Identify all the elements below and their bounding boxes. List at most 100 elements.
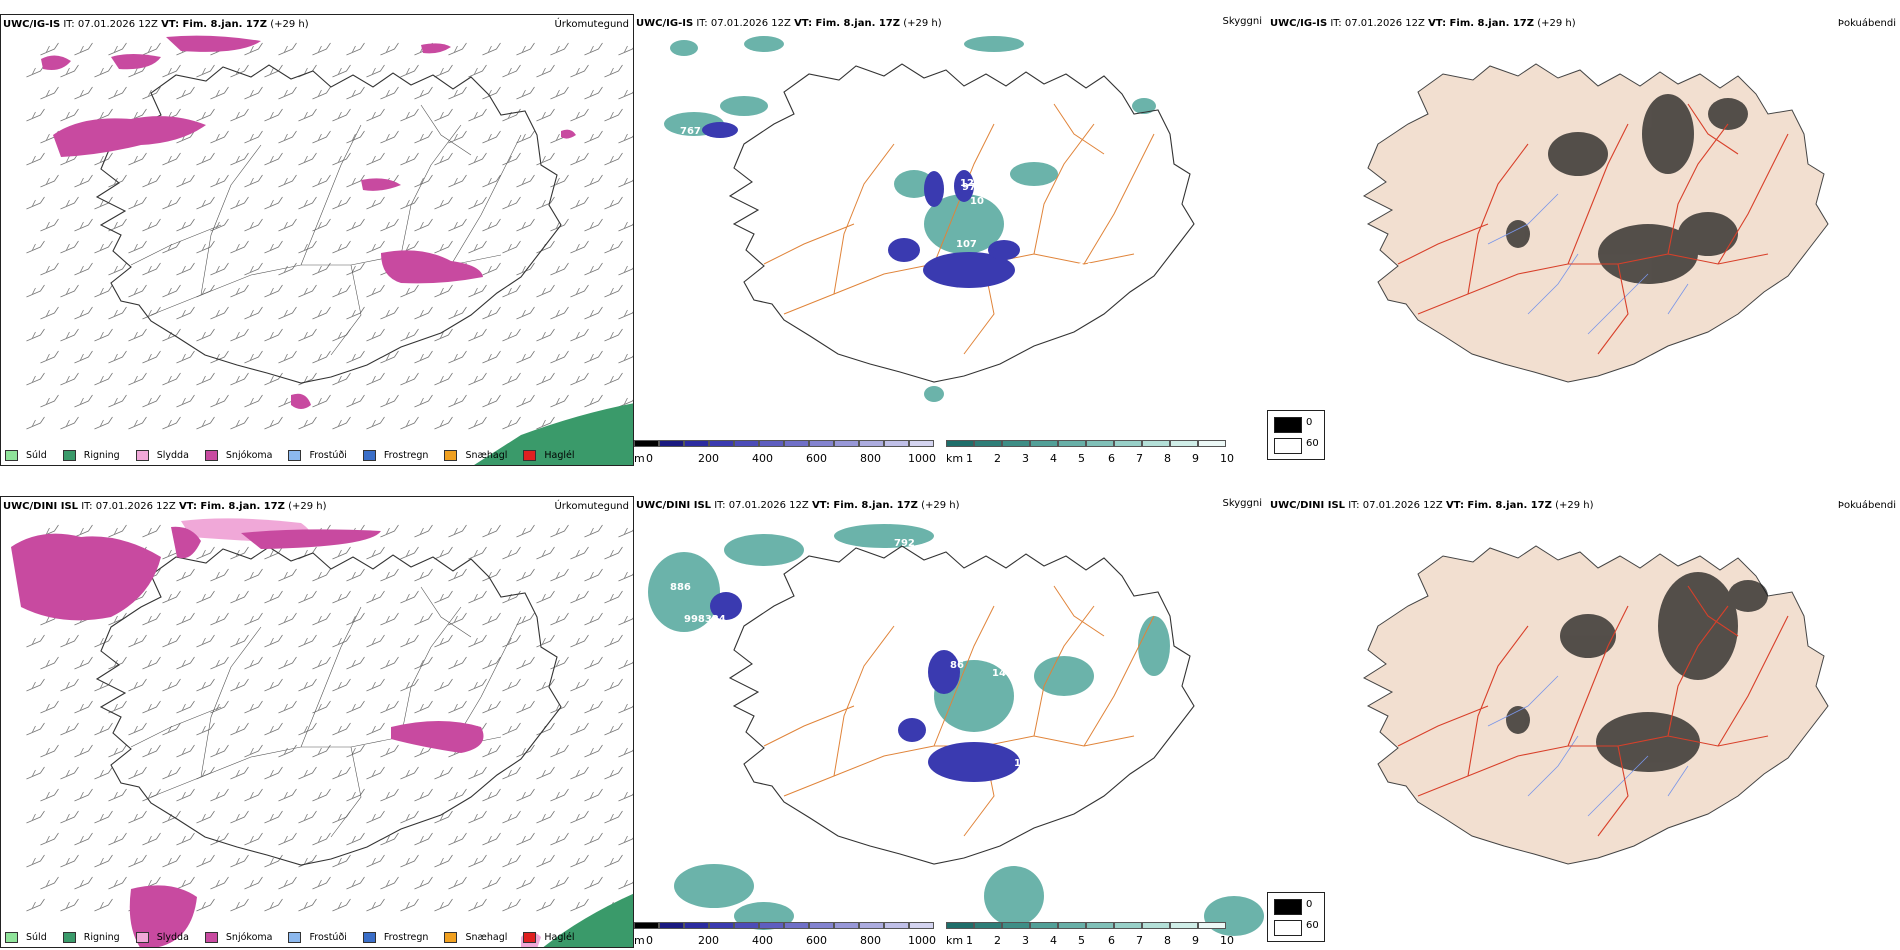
wind-barb: [94, 416, 113, 430]
wind-barb: [74, 86, 93, 100]
wind-barb: [516, 306, 535, 320]
wind-barb: [196, 898, 215, 912]
legend-swatch: [523, 932, 537, 943]
wind-barb: [332, 810, 351, 824]
wind-barb: [536, 196, 555, 210]
wind-barb: [414, 174, 433, 188]
legend-swatch: [204, 932, 218, 943]
visibility-map: 896 987 792 985 892 886 998324 86 141 15…: [648, 524, 1264, 936]
fog-map: [1362, 63, 1829, 383]
wind-barb: [230, 284, 249, 298]
wind-barb: [482, 524, 501, 538]
wind-barb: [26, 328, 45, 342]
colorbar-cell: [1058, 440, 1086, 447]
wind-barb: [162, 152, 181, 166]
init-time: IT: 07.01.2026 12Z: [1330, 18, 1425, 29]
panel-title: Þokuábendi: [1837, 18, 1896, 29]
wind-barb: [516, 656, 535, 670]
colorbar-tick: 4: [1050, 452, 1057, 465]
wind-barb: [176, 876, 195, 890]
colorbar-cell: [859, 922, 884, 929]
wind-barb: [40, 262, 59, 276]
precip-type-map: [26, 35, 633, 465]
cloud-areas: [648, 524, 1264, 936]
wind-barb: [414, 306, 433, 320]
wind-barb: [264, 634, 283, 648]
wind-barb: [196, 810, 215, 824]
wind-barb: [162, 678, 181, 692]
panel-header: UWC/DINI ISL IT: 07.01.2026 12Z VT: Fim.…: [636, 500, 960, 511]
wind-barb: [482, 350, 501, 364]
legend-label: Slydda: [156, 932, 189, 943]
wind-barb: [550, 700, 569, 714]
model-name: UWC/IG-IS: [1270, 18, 1328, 29]
wind-barb: [448, 876, 467, 890]
lead-time: (+29 h): [1537, 18, 1576, 29]
wind-barb: [502, 590, 521, 604]
wind-barb: [502, 196, 521, 210]
wind-barb: [332, 328, 351, 342]
colorbar-unit: km: [946, 452, 964, 465]
wind-barb: [380, 876, 399, 890]
colorbar-cell: [1198, 440, 1226, 447]
snow-area: [291, 393, 311, 409]
wind-barb: [448, 612, 467, 626]
wind-barb: [108, 788, 127, 802]
legend-label: Frostúði: [309, 932, 347, 943]
wind-barb: [380, 524, 399, 538]
wind-barb: [298, 766, 317, 780]
wind-barb: [162, 196, 181, 210]
wind-barb: [550, 262, 569, 276]
wind-barb: [40, 700, 59, 714]
wind-barb: [584, 306, 603, 320]
wind-barb: [536, 108, 555, 122]
wind-barb: [298, 152, 317, 166]
legend-swatch: [5, 450, 18, 461]
iceland-outline: [728, 545, 1195, 865]
height-colorbar: [634, 440, 934, 454]
colorbar-cell: [884, 440, 909, 447]
colorbar-tick: 800: [860, 934, 881, 947]
valid-time: VT: Fim. 8.jan. 17Z: [178, 501, 285, 512]
wind-barb: [550, 306, 569, 320]
wind-barb: [618, 397, 633, 408]
lead-time: (+29 h): [270, 19, 309, 30]
wind-barb: [536, 64, 555, 78]
wind-barb: [60, 372, 79, 386]
precip-type-legend: Súld Rigning Slydda Snjókoma Frostúði Fr…: [5, 932, 591, 943]
wind-barb: [468, 766, 487, 780]
wind-barb: [502, 240, 521, 254]
colorbar-tick: 6: [1108, 934, 1115, 947]
wind-barb: [468, 898, 487, 912]
wind-barb: [618, 353, 633, 364]
precip-height-areas: [710, 592, 1020, 782]
wind-barb: [434, 284, 453, 298]
colorbar-tick: 7: [1136, 452, 1143, 465]
wind-barb: [414, 524, 433, 538]
wind-barb: [468, 240, 487, 254]
wind-barb: [128, 722, 147, 736]
wind-barb: [448, 656, 467, 670]
height-label: 105: [1044, 722, 1065, 733]
wind-barb: [414, 218, 433, 232]
iceland-outline: [95, 546, 562, 866]
colorbar-tick: 0: [646, 452, 653, 465]
wind-barb: [502, 152, 521, 166]
init-time: IT: 07.01.2026 12Z: [81, 501, 176, 512]
wind-barb: [230, 898, 249, 912]
wind-barb: [536, 372, 555, 386]
wind-barb: [584, 788, 603, 802]
init-time: IT: 07.01.2026 12Z: [696, 18, 791, 29]
wind-barb: [366, 898, 385, 912]
colorbar-cell: [1086, 922, 1114, 929]
wind-barb: [536, 328, 555, 342]
wind-barb: [142, 218, 161, 232]
wind-barb: [108, 86, 127, 100]
wind-barb: [26, 810, 45, 824]
wind-barb: [278, 568, 297, 582]
colorbar-unit: m: [634, 934, 645, 947]
wind-barb: [94, 766, 113, 780]
legend-label: Frostregn: [383, 450, 429, 461]
wind-barb: [516, 832, 535, 846]
wind-barb: [196, 196, 215, 210]
